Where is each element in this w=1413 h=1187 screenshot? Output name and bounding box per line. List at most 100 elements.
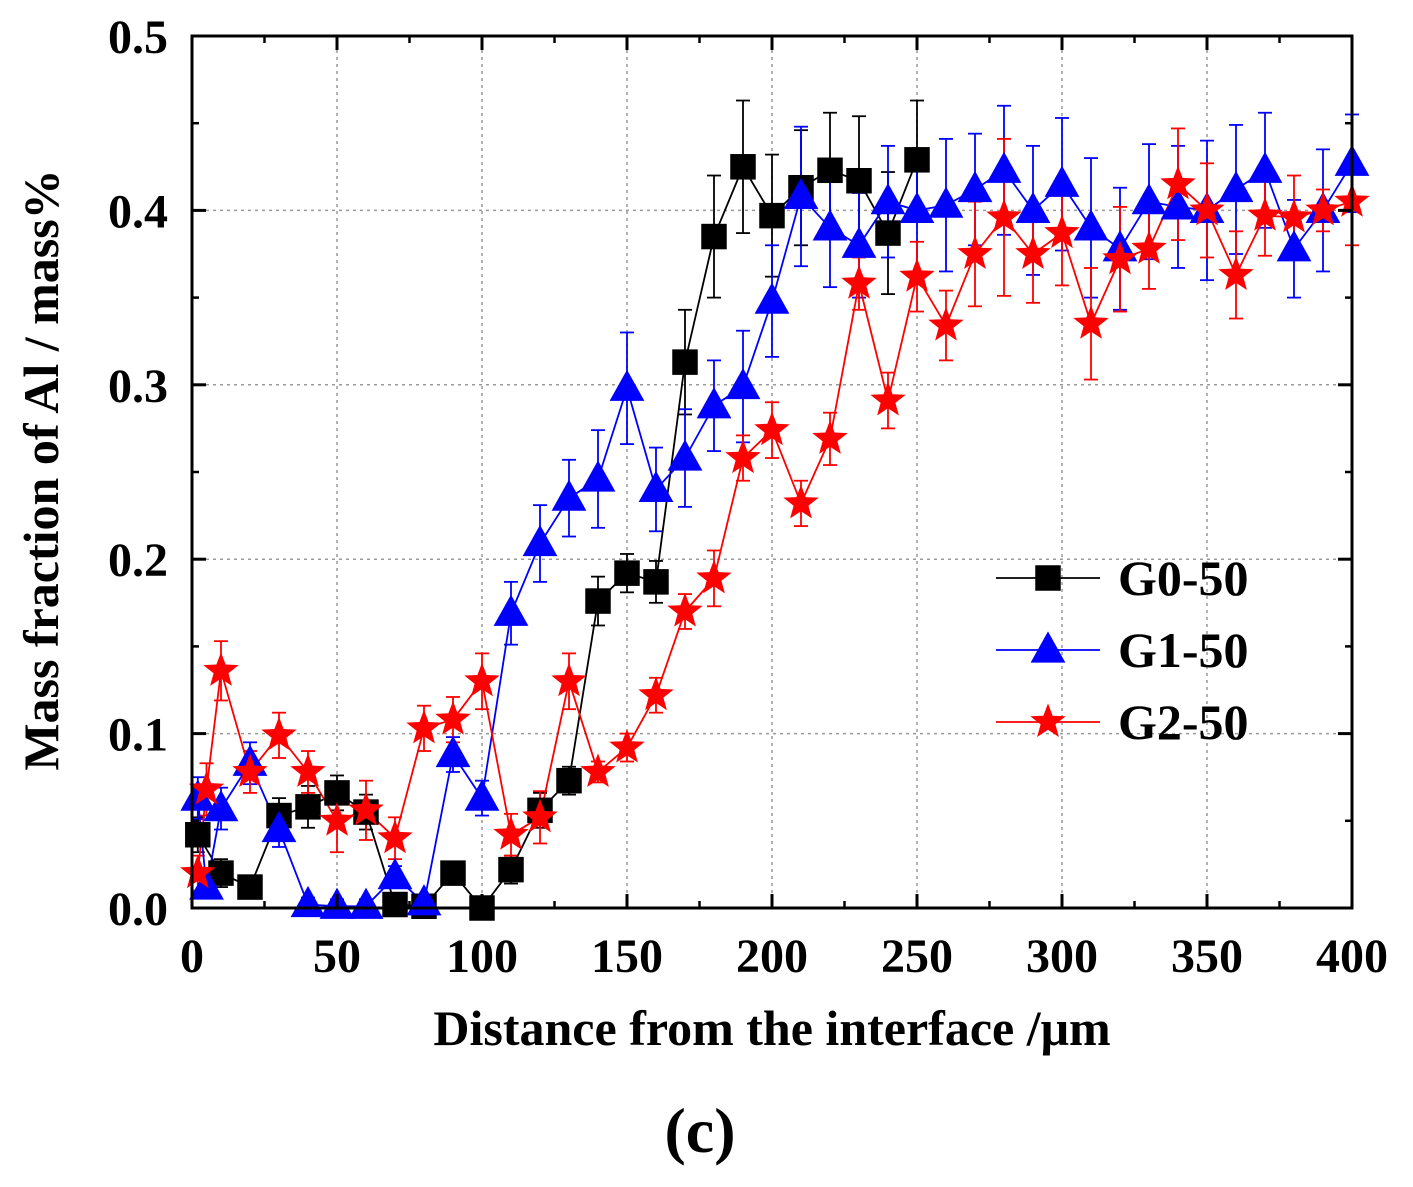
square-marker <box>324 780 350 806</box>
star-marker <box>551 662 587 697</box>
star-marker <box>609 729 645 763</box>
star-marker <box>957 235 993 269</box>
triangle-marker <box>841 226 877 258</box>
series-lines <box>196 159 1353 910</box>
star-marker <box>232 753 268 787</box>
triangle-marker <box>667 439 703 471</box>
square-marker <box>498 856 524 883</box>
star-marker <box>1218 256 1254 290</box>
triangle-marker <box>1131 183 1167 215</box>
square-marker <box>817 157 843 184</box>
star-marker <box>1102 240 1138 275</box>
triangle-marker <box>203 789 239 822</box>
triangle-marker <box>180 779 216 811</box>
legend-label: G1-50 <box>1118 622 1249 678</box>
star-marker <box>638 676 674 711</box>
tick-labels: 0 50 100 150 200 250 300 350 400 0.0 0.1 0.2 0.3 0.4 0… <box>108 11 1388 983</box>
star-marker <box>319 802 355 836</box>
triangle-marker <box>435 735 471 768</box>
triangle-marker <box>493 594 529 626</box>
triangle-marker <box>1015 191 1051 223</box>
star-marker <box>870 381 906 416</box>
star-marker <box>464 662 500 697</box>
legend: G0-50 G1-50 G2-50 <box>996 550 1249 750</box>
legend-label: G0-50 <box>1118 550 1249 606</box>
legend-label: G2-50 <box>1118 694 1249 750</box>
star-marker <box>841 265 877 299</box>
star-marker <box>1189 191 1225 226</box>
square-marker <box>614 560 640 586</box>
star-marker <box>188 770 225 805</box>
triangle-marker <box>870 183 906 215</box>
x-tick-label: 400 <box>1316 930 1388 983</box>
star-marker <box>1073 305 1109 339</box>
triangle-marker <box>1030 631 1066 663</box>
star-marker <box>812 420 848 454</box>
triangle-marker <box>899 191 935 223</box>
triangle-marker <box>638 470 674 503</box>
star-marker <box>290 753 326 787</box>
square-marker <box>759 202 785 229</box>
star-marker <box>435 701 471 735</box>
star-marker <box>667 592 703 627</box>
triangle-marker <box>725 367 761 400</box>
square-marker <box>382 891 408 918</box>
square-marker <box>701 223 727 250</box>
triangle-marker <box>812 209 848 241</box>
star-marker <box>1247 197 1283 231</box>
star-marker <box>261 716 297 751</box>
triangle-marker <box>986 151 1022 183</box>
y-tick-label: 0.0 <box>108 883 168 936</box>
square-marker <box>295 794 321 820</box>
triangle-marker <box>1073 209 1109 241</box>
triangle-marker <box>696 387 732 419</box>
star-marker <box>580 753 616 787</box>
star-marker <box>406 709 442 744</box>
triangle-marker <box>1218 170 1254 203</box>
star-marker <box>203 652 239 686</box>
star-marker <box>493 816 529 850</box>
star-marker <box>696 559 732 594</box>
square-marker <box>643 569 669 595</box>
star-marker <box>180 854 216 889</box>
triangle-marker <box>580 460 616 492</box>
triangle-marker <box>1160 188 1196 220</box>
star-marker <box>1015 235 1051 269</box>
square-marker <box>846 168 872 194</box>
y-tick-label: 0.1 <box>108 709 168 762</box>
y-tick-label: 0.5 <box>108 11 168 64</box>
square-marker <box>440 860 466 886</box>
star-marker <box>1030 703 1066 737</box>
x-tick-label: 150 <box>591 930 663 983</box>
square-marker <box>730 154 756 180</box>
triangle-marker <box>754 282 790 314</box>
star-marker <box>377 819 413 854</box>
y-tick-label: 0.2 <box>108 534 168 587</box>
star-marker <box>783 484 819 519</box>
x-tick-label: 300 <box>1026 930 1098 983</box>
triangle-marker <box>522 524 558 557</box>
triangle-marker <box>551 479 587 511</box>
star-marker <box>725 439 761 474</box>
star-marker <box>754 411 790 446</box>
star-marker <box>1044 214 1080 249</box>
star-marker <box>348 791 384 826</box>
square-marker <box>1035 565 1061 591</box>
x-tick-label: 100 <box>446 930 518 983</box>
x-tick-label: 250 <box>881 930 953 983</box>
triangle-marker <box>1276 230 1312 262</box>
x-tick-label: 50 <box>313 930 361 983</box>
panel-label: (c) <box>664 1095 735 1166</box>
x-tick-label: 0 <box>180 930 204 983</box>
axis-ticks <box>190 34 1354 910</box>
square-marker <box>185 822 211 848</box>
star-marker <box>1276 198 1312 233</box>
y-tick-label: 0.3 <box>108 360 168 413</box>
star-marker <box>899 258 935 292</box>
triangle-marker <box>609 369 645 401</box>
triangle-marker <box>957 170 993 203</box>
square-marker <box>237 874 263 900</box>
star-marker <box>1160 165 1196 200</box>
triangle-marker <box>348 887 384 919</box>
